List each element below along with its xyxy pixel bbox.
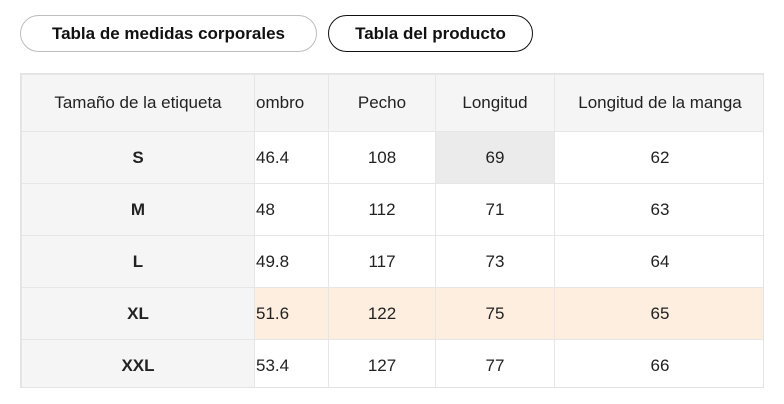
table-cell: 53.4 (254, 339, 329, 387)
table-cell: 62 (554, 131, 763, 184)
table-cell: 46.4 (254, 131, 329, 184)
table-row: XL 51.6 122 75 65 (21, 287, 763, 340)
table-cell: 48 (254, 183, 329, 236)
header-cell: Longitud (435, 74, 555, 132)
table-cell: 65 (554, 287, 763, 340)
tab-button[interactable]: Tabla del producto (328, 15, 533, 52)
table-row: M 48 112 71 63 (21, 183, 763, 236)
size-label: M (21, 183, 255, 236)
header-cell: Longitud de la manga (554, 74, 763, 132)
table-cell: 112 (328, 183, 436, 236)
header-cell: Pecho (328, 74, 436, 132)
header-cell: ombro (254, 74, 329, 132)
table-cell: 73 (435, 235, 555, 288)
table-cell: 108 (328, 131, 436, 184)
size-table: Tamaño de la etiqueta ombro Pecho Longitud L… (21, 74, 763, 387)
table-cell: 51.6 (254, 287, 329, 340)
table-cell: 77 (435, 339, 555, 387)
size-label: L (21, 235, 255, 288)
table-container: Tamaño de la etiqueta ombro Pecho Longitud L… (20, 73, 764, 388)
table-cell: 71 (435, 183, 555, 236)
table-body: S 46.4 108 69 62 M 48 112 71 63 L 49.8 117 73 64 XL 51.6… (21, 131, 763, 387)
size-label: S (21, 131, 255, 184)
header-row: Tamaño de la etiqueta ombro Pecho Longitud L… (21, 74, 763, 132)
table-row: S 46.4 108 69 62 (21, 131, 763, 184)
table-cell: 66 (554, 339, 763, 387)
table-cell: 64 (554, 235, 763, 288)
table-cell: 122 (328, 287, 436, 340)
size-label: XXL (21, 339, 255, 387)
table-row: XXL 53.4 127 77 66 (21, 339, 763, 387)
table-cell: 127 (328, 339, 436, 387)
table-row: L 49.8 117 73 64 (21, 235, 763, 288)
table-cell: 69 (435, 131, 555, 184)
table-cell: 117 (328, 235, 436, 288)
table-cell: 49.8 (254, 235, 329, 288)
tab-button[interactable]: Tabla de medidas corporales (20, 15, 317, 52)
table-cell: 63 (554, 183, 763, 236)
header-cell: Tamaño de la etiqueta (21, 74, 255, 132)
size-label: XL (21, 287, 255, 340)
table-cell: 75 (435, 287, 555, 340)
